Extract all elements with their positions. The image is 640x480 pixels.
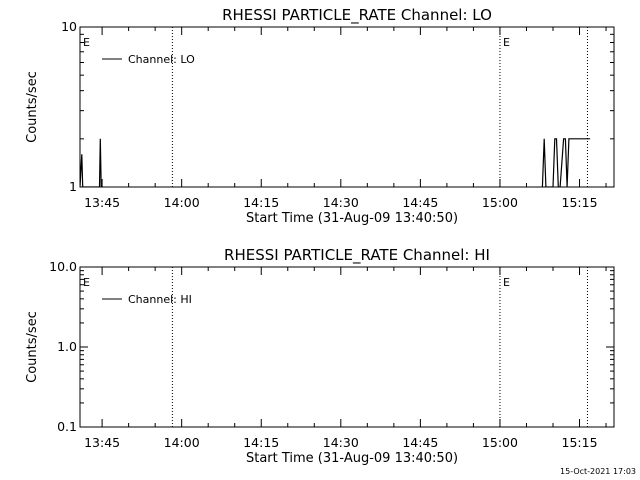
x-tick-label: 14:00	[164, 195, 200, 210]
plot-frame	[79, 266, 615, 428]
y-axis-label: Counts/sec	[25, 311, 40, 383]
series-line	[541, 138, 591, 187]
series-line	[80, 138, 103, 187]
x-axis-label: Start Time (31-Aug-09 13:40:50)	[246, 211, 458, 226]
y-tick-label: 0.1	[57, 419, 77, 434]
chart-panel-1: RHESSI PARTICLE_RATE Channel: HI Counts/s…	[25, 246, 615, 466]
x-axis-label: Start Time (31-Aug-09 13:40:50)	[246, 451, 458, 466]
y-tick-label: 1	[69, 179, 77, 194]
chart-title: RHESSI PARTICLE_RATE Channel: LO	[222, 6, 492, 25]
x-tick-label: 15:00	[482, 435, 518, 450]
legend-label: Channel: LO	[128, 53, 195, 66]
event-marker: E	[83, 36, 90, 49]
x-tick-label: 15:15	[562, 195, 598, 210]
x-tick-label: 14:45	[402, 195, 438, 210]
timestamp: 15-Oct-2021 17:03	[560, 467, 636, 476]
x-tick-label: 14:30	[323, 435, 359, 450]
y-tick-label: 10.0	[49, 259, 77, 274]
x-tick-label: 15:15	[562, 435, 598, 450]
event-marker: E	[503, 36, 510, 49]
x-tick-label: 14:15	[243, 435, 279, 450]
plot-frame	[79, 26, 615, 188]
event-marker: E	[503, 276, 510, 289]
x-tick-label: 15:00	[482, 195, 518, 210]
y-tick-label: 10	[61, 19, 77, 34]
chart-title: RHESSI PARTICLE_RATE Channel: HI	[224, 246, 490, 265]
x-tick-label: 14:15	[243, 195, 279, 210]
x-tick-label: 13:45	[84, 435, 120, 450]
y-tick-label: 1.0	[57, 339, 77, 354]
x-tick-label: 13:45	[84, 195, 120, 210]
x-tick-label: 14:45	[402, 435, 438, 450]
chart-panel-0: RHESSI PARTICLE_RATE Channel: LO Counts/s…	[25, 6, 615, 226]
legend-label: Channel: HI	[128, 293, 192, 306]
x-tick-label: 14:00	[164, 435, 200, 450]
x-tick-label: 14:30	[323, 195, 359, 210]
y-axis-label: Counts/sec	[25, 71, 40, 143]
event-marker: E	[83, 276, 90, 289]
